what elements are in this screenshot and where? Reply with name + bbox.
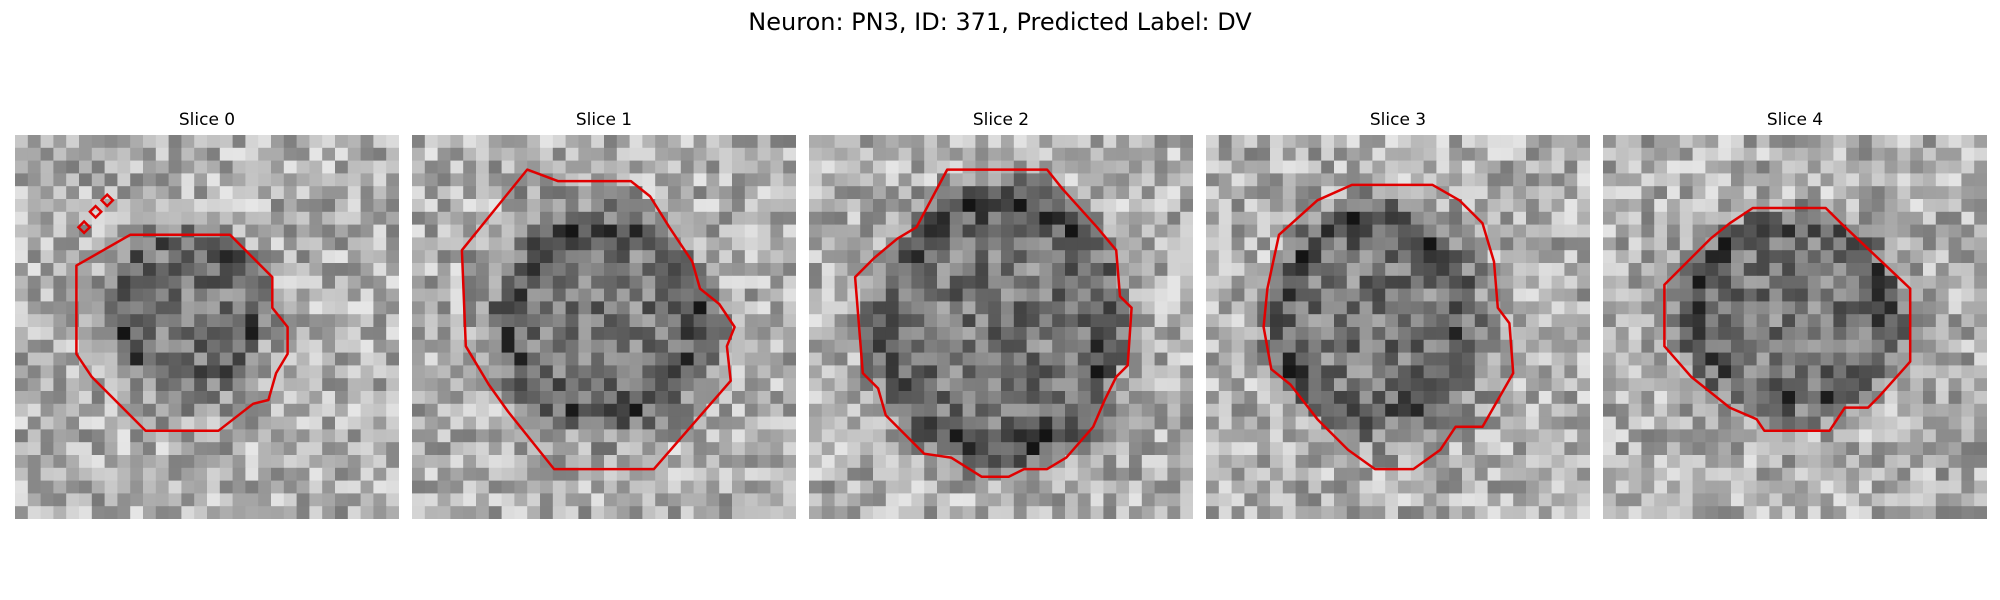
- slice-title-2: Slice 2: [972, 110, 1030, 130]
- pixel-grid: [809, 135, 1193, 519]
- slice-image-0: [15, 135, 399, 519]
- contour-marker: [88, 204, 104, 220]
- pixel-grid: [15, 135, 399, 519]
- slice-image-4: [1603, 135, 1987, 519]
- slice-panel-0: Slice 0: [15, 108, 399, 519]
- slice-panel-3: Slice 3: [1206, 108, 1590, 519]
- segmentation-contour: [1262, 183, 1515, 471]
- slice-title-3: Slice 3: [1369, 110, 1427, 130]
- slice-image-1: [412, 135, 796, 519]
- segmentation-contour: [1663, 206, 1912, 432]
- segmentation-contour: [853, 168, 1133, 479]
- figure-title: Neuron: PN3, ID: 371, Predicted Label: D…: [748, 8, 1252, 36]
- contour-marker: [76, 219, 92, 235]
- slice-title-0: Slice 0: [178, 110, 236, 130]
- slice-panel-2: Slice 2: [809, 108, 1193, 519]
- pixel-grid: [1206, 135, 1590, 519]
- slice-image-3: [1206, 135, 1590, 519]
- slice-panel-1: Slice 1: [412, 108, 796, 519]
- pixel-grid: [1603, 135, 1987, 519]
- slice-title-1: Slice 1: [575, 110, 633, 130]
- pixel-grid: [412, 135, 796, 519]
- slice-image-2: [809, 135, 1193, 519]
- segmentation-contour: [460, 168, 736, 471]
- segmentation-contour: [75, 233, 289, 432]
- slice-panel-4: Slice 4: [1603, 108, 1987, 519]
- contour-marker: [99, 192, 115, 208]
- slice-title-4: Slice 4: [1766, 110, 1824, 130]
